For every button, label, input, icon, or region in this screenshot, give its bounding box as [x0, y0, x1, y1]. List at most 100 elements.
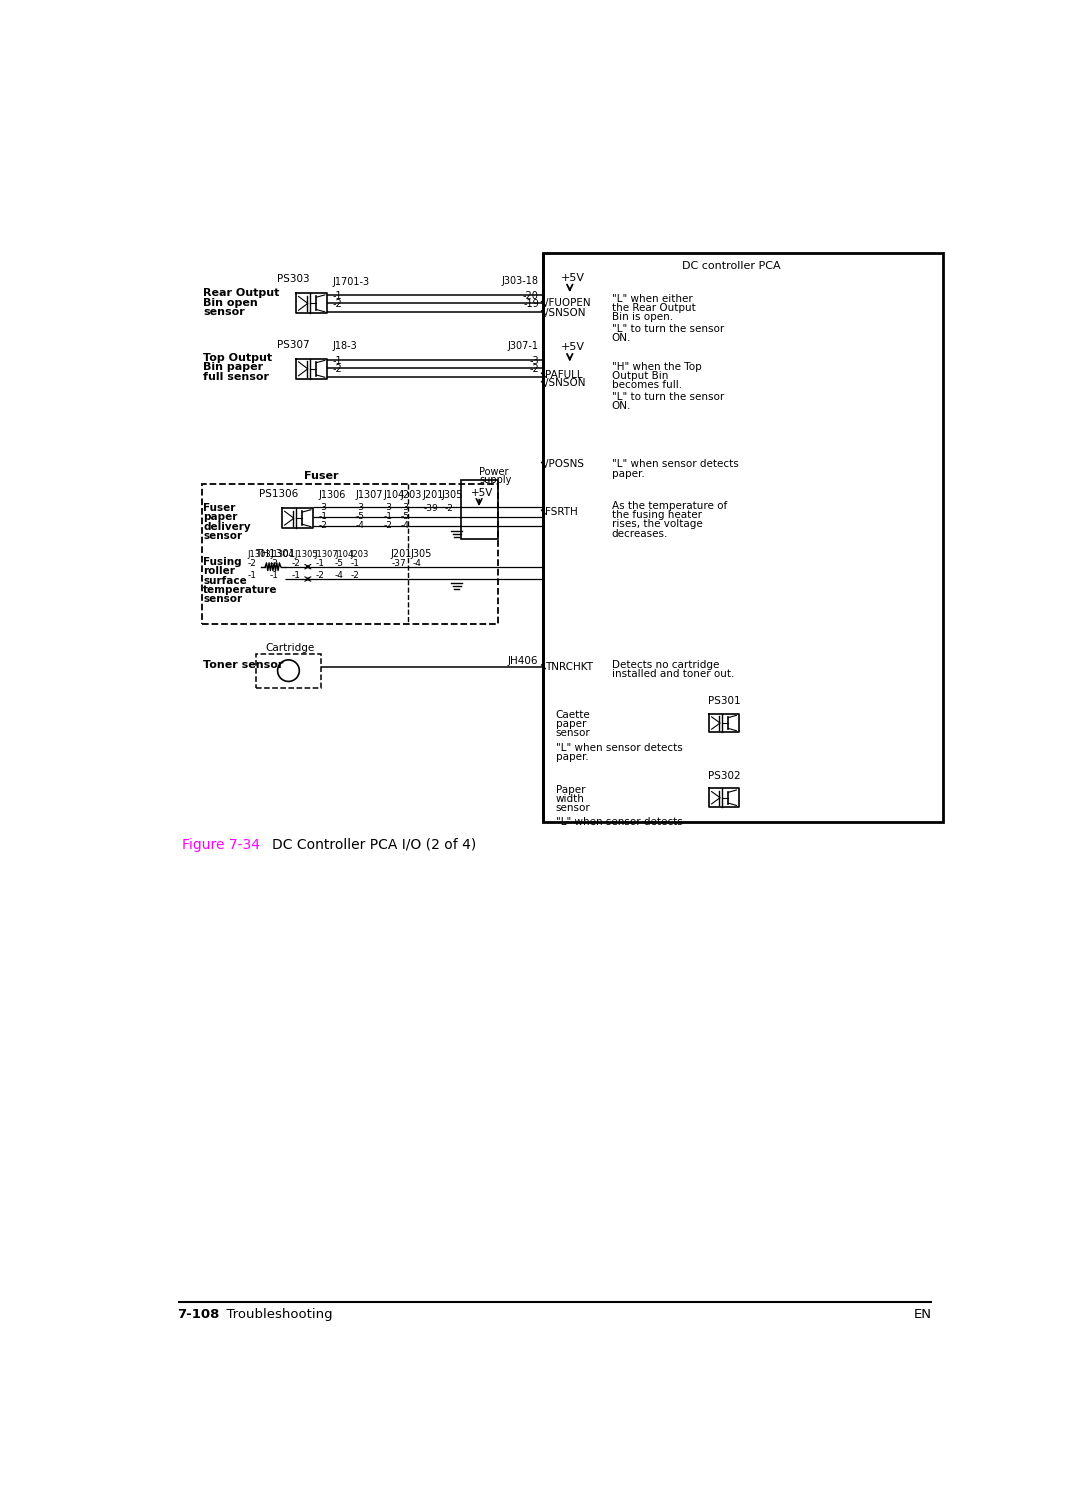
Text: J307-1: J307-1	[508, 341, 539, 351]
Text: +5V: +5V	[561, 274, 584, 283]
Text: Output Bin: Output Bin	[611, 371, 669, 381]
Text: sensor: sensor	[203, 306, 245, 317]
Bar	[543, 253, 943, 822]
Bar	[461, 480, 498, 540]
Text: -1: -1	[315, 559, 325, 568]
Text: Power: Power	[480, 466, 509, 477]
Text: -4: -4	[413, 559, 421, 568]
Text: the fusing heater: the fusing heater	[611, 510, 702, 520]
Text: "L" when sensor detects: "L" when sensor detects	[611, 459, 739, 469]
Text: -2: -2	[444, 504, 454, 513]
Text: J1303: J1303	[247, 550, 271, 559]
Text: JH406: JH406	[508, 656, 538, 665]
Text: 7-108: 7-108	[177, 1308, 220, 1322]
Text: Troubleshooting: Troubleshooting	[218, 1308, 333, 1322]
Bar	[202, 483, 498, 623]
Text: J305: J305	[441, 490, 462, 501]
Text: -20: -20	[523, 292, 539, 302]
Text: -2: -2	[247, 559, 256, 568]
Text: /SNSON: /SNSON	[545, 308, 585, 317]
Text: roller: roller	[203, 567, 235, 577]
Text: "L" when either: "L" when either	[611, 293, 692, 303]
Text: -3: -3	[401, 502, 409, 511]
Text: PS1306: PS1306	[259, 489, 298, 498]
Text: -3: -3	[383, 502, 393, 511]
Text: PS301: PS301	[707, 697, 740, 707]
Text: /FUOPEN: /FUOPEN	[545, 299, 591, 308]
Text: Fuser: Fuser	[303, 471, 338, 481]
Text: Detects no cartridge: Detects no cartridge	[611, 659, 719, 670]
Text: -19: -19	[523, 299, 539, 309]
Text: decreases.: decreases.	[611, 529, 669, 538]
Text: As the temperature of: As the temperature of	[611, 501, 727, 511]
Bar	[256, 653, 321, 688]
Text: full sensor: full sensor	[203, 372, 269, 381]
Text: Bin is open.: Bin is open.	[611, 312, 673, 323]
Text: J305: J305	[410, 549, 432, 559]
Text: J1701-3: J1701-3	[333, 277, 369, 287]
Text: -4: -4	[356, 522, 365, 531]
Text: -2: -2	[383, 522, 393, 531]
Text: installed and toner out.: installed and toner out.	[611, 668, 734, 679]
Text: sensor: sensor	[203, 531, 242, 541]
Text: J201: J201	[422, 490, 444, 501]
Text: paper.: paper.	[611, 468, 645, 478]
Text: EN: EN	[914, 1308, 932, 1322]
Text: Top Output: Top Output	[203, 353, 272, 363]
Text: ON.: ON.	[611, 333, 631, 342]
Text: J1305: J1305	[294, 550, 318, 559]
Text: /SNSON: /SNSON	[545, 378, 585, 389]
Text: -1: -1	[350, 559, 360, 568]
Text: Caette: Caette	[556, 710, 591, 719]
Text: the Rear Output: the Rear Output	[611, 303, 696, 312]
Text: PAFULL: PAFULL	[545, 369, 582, 380]
Text: J104: J104	[335, 550, 353, 559]
Text: J1304: J1304	[271, 550, 294, 559]
Text: Rear Output: Rear Output	[203, 289, 280, 299]
Text: paper.: paper.	[556, 752, 589, 762]
Text: "L" when sensor detects: "L" when sensor detects	[556, 743, 683, 752]
Text: -1: -1	[269, 571, 278, 580]
Text: J203: J203	[350, 550, 369, 559]
Text: J1306: J1306	[319, 490, 346, 501]
Text: Figure 7-34: Figure 7-34	[181, 837, 259, 852]
Text: -2: -2	[333, 363, 342, 374]
Text: ON.: ON.	[611, 401, 631, 411]
Text: +5V: +5V	[471, 487, 492, 498]
Text: -1: -1	[292, 571, 300, 580]
Text: /POSNS: /POSNS	[545, 459, 584, 469]
Text: paper: paper	[203, 513, 238, 522]
Text: PS307: PS307	[276, 339, 310, 350]
Text: -3: -3	[529, 356, 539, 366]
Text: +5V: +5V	[561, 342, 584, 353]
Text: -37: -37	[392, 559, 406, 568]
Text: DC Controller PCA I/O (2 of 4): DC Controller PCA I/O (2 of 4)	[272, 837, 476, 852]
Text: J104: J104	[383, 490, 404, 501]
Text: J18-3: J18-3	[333, 341, 357, 351]
Text: Fusing: Fusing	[203, 558, 242, 567]
Text: J203: J203	[400, 490, 421, 501]
Text: "L" when sensor detects: "L" when sensor detects	[556, 818, 683, 827]
Text: Cartridge: Cartridge	[266, 643, 314, 652]
Text: Paper: Paper	[556, 785, 585, 795]
Text: surface: surface	[203, 576, 247, 586]
Text: TH1301: TH1301	[255, 549, 296, 559]
Text: supply: supply	[480, 475, 512, 484]
Text: -5: -5	[335, 559, 343, 568]
Text: Toner sensor: Toner sensor	[203, 659, 284, 670]
Text: PS302: PS302	[707, 771, 740, 782]
Text: Bin paper: Bin paper	[203, 362, 264, 372]
Text: TNRCHKT: TNRCHKT	[545, 662, 593, 671]
Text: -39: -39	[423, 504, 438, 513]
Text: -1: -1	[333, 356, 342, 366]
Text: -3: -3	[319, 502, 327, 511]
Text: Fuser: Fuser	[203, 504, 235, 513]
Text: -4: -4	[401, 522, 409, 531]
Text: -5: -5	[401, 513, 409, 522]
Text: paper: paper	[556, 719, 586, 728]
Text: "L" to turn the sensor: "L" to turn the sensor	[611, 392, 724, 402]
Text: -2: -2	[350, 571, 360, 580]
Text: sensor: sensor	[203, 594, 242, 604]
Text: rises, the voltage: rises, the voltage	[611, 519, 702, 529]
Text: -2: -2	[269, 559, 278, 568]
